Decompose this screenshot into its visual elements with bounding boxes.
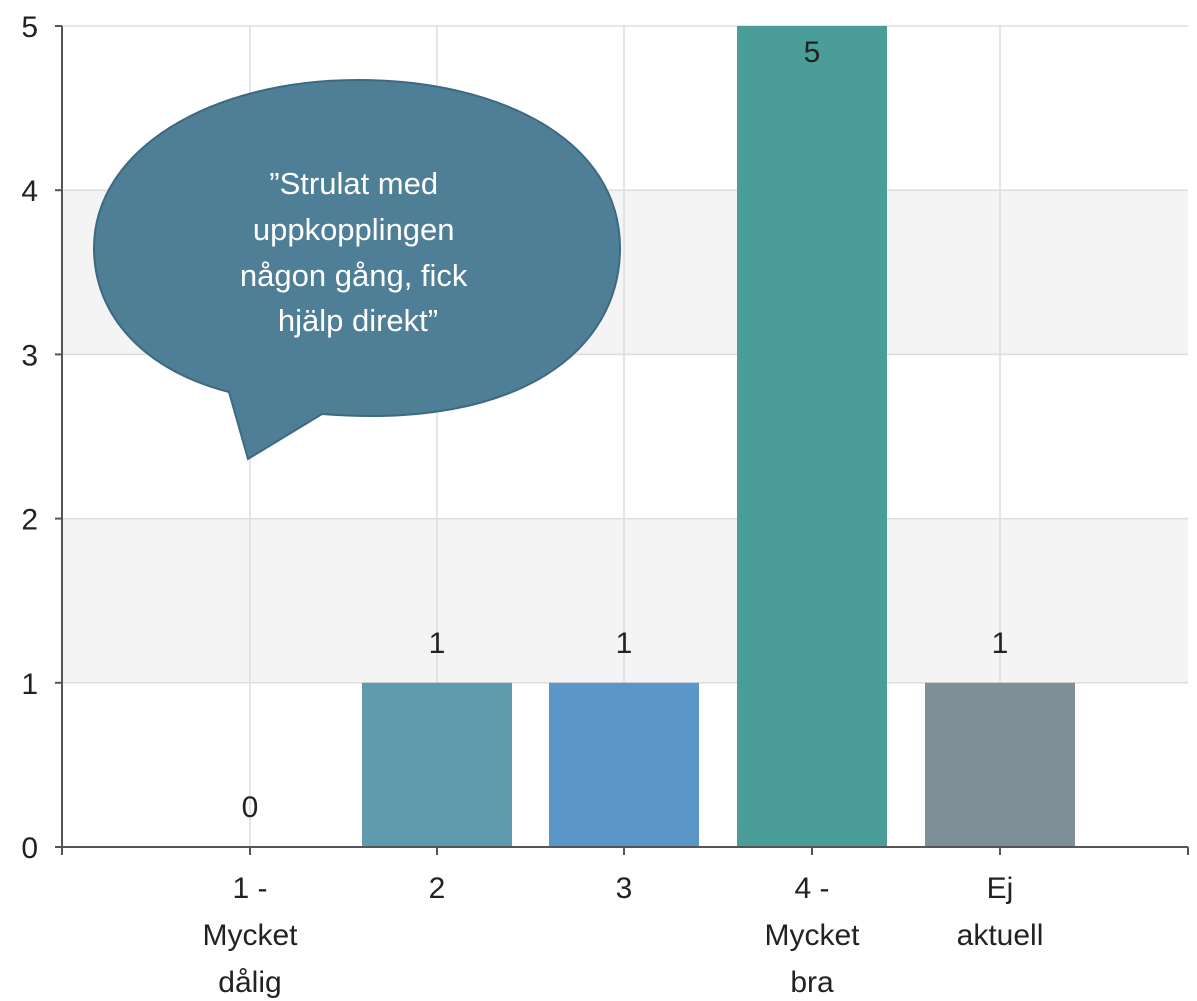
data-label: 1 (429, 627, 446, 660)
y-tick-labels: 0 1 2 3 4 5 (21, 11, 38, 865)
x-category-label-line: 3 (616, 872, 633, 905)
axes (55, 25, 1189, 855)
x-category-label-line: aktuell (957, 919, 1044, 952)
y-tick-label: 5 (21, 11, 38, 44)
bar (737, 26, 887, 847)
bar (549, 682, 699, 847)
x-category-label-line: dålig (218, 966, 281, 999)
y-tick-label: 1 (21, 668, 38, 701)
callout-line: uppkopplingen (253, 212, 455, 247)
y-tick-label: 2 (21, 504, 38, 537)
x-category-label: 2 (429, 872, 446, 905)
data-label: 1 (992, 627, 1009, 660)
x-category-labels: 1 - Mycket dålig 2 3 4 - Mycket bra Ej aktuell (202, 872, 1043, 999)
y-tick-label: 3 (21, 339, 38, 372)
bar (925, 682, 1075, 847)
data-label: 0 (242, 791, 259, 824)
x-category-label: 3 (616, 872, 633, 905)
callout-text: ”Strulat med uppkopplingen någon gång, f… (240, 166, 476, 338)
bar (362, 682, 512, 847)
y-tick-label: 4 (21, 175, 38, 208)
callout-line: hjälp direkt” (278, 303, 438, 338)
x-category-label: 1 - Mycket dålig (202, 872, 298, 999)
x-category-label-line: Ej (987, 872, 1014, 905)
callout-line: någon gång, fick (240, 258, 468, 293)
x-category-label-line: 4 - (794, 872, 829, 905)
speech-bubble-callout: ”Strulat med uppkopplingen någon gång, f… (92, 78, 622, 461)
x-category-label-line: Mycket (202, 919, 298, 952)
bars (362, 26, 1075, 847)
callout-line: ”Strulat med (269, 166, 438, 201)
x-category-label-line: 2 (429, 872, 446, 905)
x-category-label: Ej aktuell (957, 872, 1044, 952)
x-category-label: 4 - Mycket bra (764, 872, 860, 999)
data-label: 5 (804, 36, 821, 69)
x-category-label-line: Mycket (764, 919, 860, 952)
x-category-label-line: 1 - (232, 872, 267, 905)
data-label: 1 (616, 627, 633, 660)
x-category-label-line: bra (790, 966, 834, 999)
speech-bubble-shape (92, 78, 622, 461)
y-tick-label: 0 (21, 832, 38, 865)
data-labels: 0 1 1 5 1 (242, 36, 1009, 824)
